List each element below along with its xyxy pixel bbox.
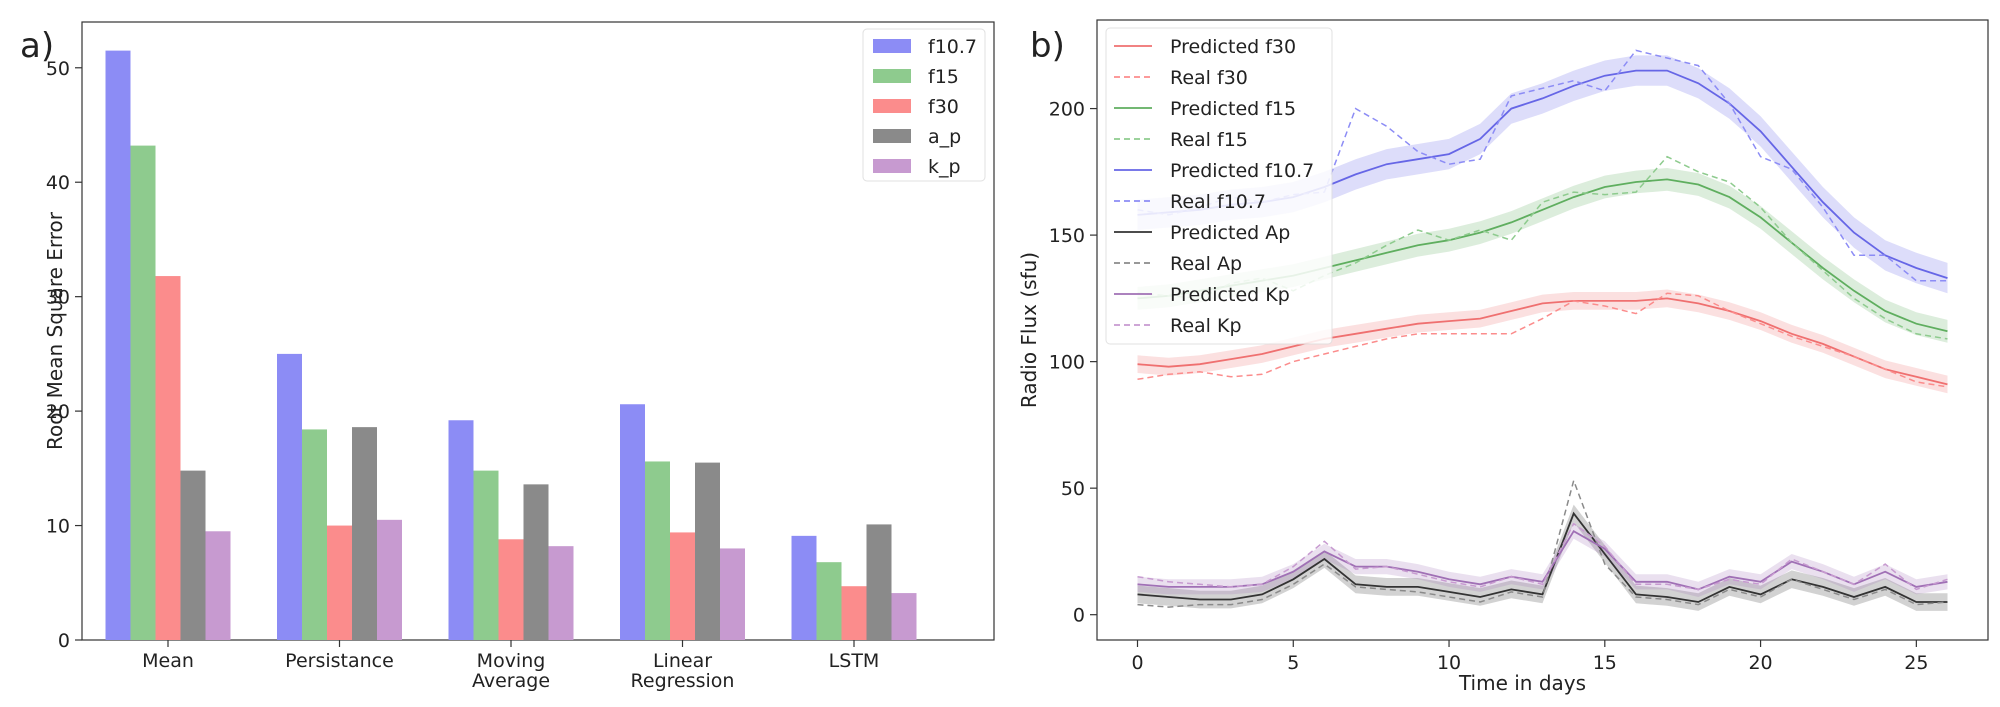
x-tick-label: Moving Average <box>472 650 550 692</box>
legend: f10.7 f15 f30 a_p k_p <box>862 28 986 182</box>
legend-label: Predicted Ap <box>1170 222 1290 244</box>
legend-box <box>1105 27 1333 345</box>
x-axis-label: Time in days <box>1458 671 1586 695</box>
y-tick-label: 100 <box>1049 352 1085 374</box>
series-line <box>1137 529 1948 591</box>
legend-swatch <box>873 99 911 113</box>
x-tick-label: 20 <box>1748 652 1772 674</box>
series-line <box>1137 49 1948 282</box>
y-tick-label: 40 <box>46 172 70 194</box>
legend-label: Real Ap <box>1170 253 1242 275</box>
legend-label: Predicted f10.7 <box>1170 160 1314 182</box>
legend-label: Real Kp <box>1170 315 1242 337</box>
x-tick-label: Persistance <box>285 650 394 672</box>
bar <box>891 593 917 640</box>
legend-label: Predicted Kp <box>1170 284 1290 306</box>
panel-label-a: a) <box>20 26 54 66</box>
series-line <box>1137 297 1948 386</box>
y-tick-label: 200 <box>1049 99 1085 121</box>
bar <box>180 470 206 640</box>
bar <box>277 353 302 640</box>
bar <box>105 50 131 641</box>
bar <box>377 519 402 640</box>
bar <box>473 470 499 640</box>
bar <box>695 462 720 640</box>
legend-label: k_p <box>928 156 961 178</box>
panel-label-b: b) <box>1030 26 1065 66</box>
x-tick-label: 0 <box>1131 652 1143 674</box>
legend-swatch <box>873 129 911 143</box>
legend-label: Real f10.7 <box>1170 191 1266 213</box>
line-chart: 0 50 100 150 200 0 5 10 15 20 25 Time in days Radio … <box>1017 19 1989 695</box>
legend-swatch <box>873 69 911 83</box>
y-tick-label: 0 <box>58 630 70 652</box>
uncertainty-band <box>1137 168 1948 343</box>
series-line <box>1137 522 1948 591</box>
legend-label: Predicted f30 <box>1170 36 1296 58</box>
uncertainty-band <box>1137 504 1948 611</box>
bar <box>866 524 892 640</box>
bar <box>548 546 574 640</box>
x-tick-label: 25 <box>1904 652 1928 674</box>
legend-label: Predicted f15 <box>1170 98 1296 120</box>
legend: Predicted f30 Real f30 Predicted f15 Real f… <box>1105 27 1333 345</box>
legend-label: f30 <box>928 96 959 118</box>
legend-label: Real f30 <box>1170 67 1248 89</box>
uncertainty-band <box>1137 55 1948 294</box>
legend-label: f10.7 <box>928 36 977 58</box>
legend-label: a_p <box>928 126 961 148</box>
plot-frame <box>1096 19 1989 641</box>
bar <box>816 562 842 640</box>
bar <box>130 145 156 640</box>
y-tick-label: 150 <box>1049 225 1085 247</box>
bar <box>155 276 181 640</box>
x-tick-label: 5 <box>1287 652 1299 674</box>
y-tick-label: 50 <box>1061 478 1085 500</box>
y-tick-label: 0 <box>1073 605 1085 627</box>
bar <box>841 586 867 640</box>
bar <box>302 429 327 640</box>
x-tick-label: 10 <box>1437 652 1461 674</box>
bar <box>645 461 670 640</box>
legend-swatch <box>873 159 911 173</box>
series-line <box>1137 155 1948 340</box>
bar <box>620 404 645 640</box>
y-axis-label: Radio Flux (sfu) <box>1017 252 1041 408</box>
bar <box>352 427 377 640</box>
series-line <box>1137 511 1948 603</box>
x-tick-label: Mean <box>142 650 194 672</box>
x-tick-label: Linear Regression <box>631 650 735 692</box>
bar <box>327 525 352 640</box>
bar <box>523 484 549 640</box>
legend-label: Real f15 <box>1170 129 1248 151</box>
series-line <box>1137 478 1948 608</box>
y-tick-label: 30 <box>46 287 70 309</box>
bar <box>791 535 817 640</box>
bar-chart: 0 10 20 30 40 50 Root Mean Square Error Mean Per… <box>43 21 995 692</box>
bar <box>448 420 474 640</box>
legend-swatch <box>873 39 911 53</box>
x-tick-label: LSTM <box>829 650 880 672</box>
legend-label: f15 <box>928 66 959 88</box>
y-tick-label: 50 <box>46 58 70 80</box>
y-tick-label: 20 <box>46 401 70 423</box>
bar <box>205 531 231 640</box>
bar <box>498 539 524 640</box>
y-tick-label: 10 <box>46 516 70 538</box>
bar <box>720 548 745 640</box>
bar <box>670 532 695 640</box>
series-line <box>1137 292 1948 388</box>
x-tick-label: 15 <box>1593 652 1617 674</box>
y-axis-label: Root Mean Square Error <box>43 211 67 450</box>
